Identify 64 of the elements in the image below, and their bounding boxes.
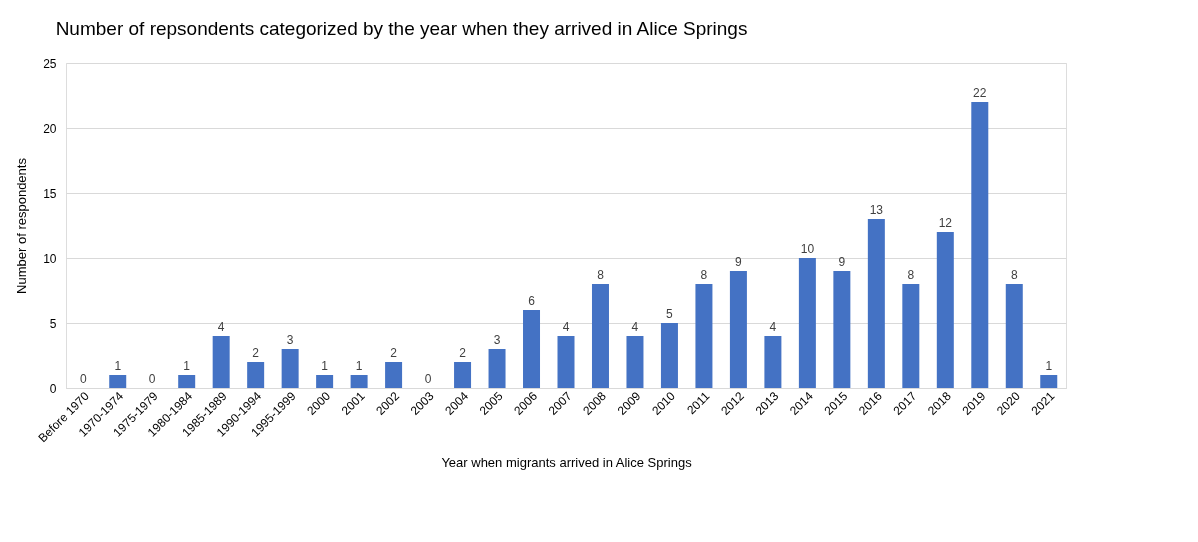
data-label: 8 <box>1010 268 1018 282</box>
data-label: 8 <box>700 268 708 282</box>
bar <box>350 375 368 388</box>
chart-title: Number of repsondents categorized by the year when they arrived in Alice Springs <box>55 18 748 39</box>
data-label: 4 <box>217 320 225 334</box>
bar <box>281 349 299 388</box>
y-tick-label: 25 <box>43 56 57 71</box>
data-label: 8 <box>907 268 915 282</box>
data-label: 10 <box>800 242 815 256</box>
data-label: 2 <box>390 346 398 360</box>
data-label: 1 <box>1045 359 1053 373</box>
data-label: 0 <box>148 372 156 386</box>
bar <box>109 375 127 388</box>
data-label: 22 <box>973 86 987 100</box>
bar <box>212 336 230 388</box>
bar <box>798 258 816 388</box>
bar <box>488 349 506 388</box>
y-axis-title: Number of respondents <box>14 157 30 294</box>
bar <box>591 284 609 388</box>
data-label: 12 <box>938 216 953 230</box>
bar <box>626 336 644 388</box>
y-tick-label: 10 <box>43 251 57 266</box>
data-label: 6 <box>528 294 536 308</box>
bar <box>902 284 920 388</box>
data-label: 4 <box>631 320 639 334</box>
data-label: 1 <box>321 359 329 373</box>
bar <box>971 102 989 388</box>
data-label: 1 <box>183 359 191 373</box>
data-label: 9 <box>838 255 846 269</box>
data-label: 1 <box>114 359 122 373</box>
bar <box>454 362 472 388</box>
bar <box>247 362 265 388</box>
data-label: 0 <box>424 372 432 386</box>
bar <box>833 271 851 388</box>
data-label: 8 <box>597 268 605 282</box>
data-label: 0 <box>79 372 87 386</box>
bar <box>660 323 678 388</box>
bar <box>178 375 196 388</box>
data-label: 2 <box>252 346 260 360</box>
y-tick-label: 0 <box>49 381 57 396</box>
data-label: 13 <box>869 203 884 217</box>
data-label: 5 <box>666 307 674 321</box>
x-axis-title: Year when migrants arrived in Alice Springs <box>441 454 693 470</box>
y-tick-label: 15 <box>43 186 57 201</box>
bar <box>1040 375 1058 388</box>
bar <box>1005 284 1023 388</box>
data-label: 4 <box>769 320 777 334</box>
data-label: 1 <box>355 359 363 373</box>
bar <box>867 219 885 388</box>
y-tick-label: 5 <box>49 316 57 331</box>
bar <box>316 375 334 388</box>
data-label: 4 <box>562 320 570 334</box>
bar <box>523 310 541 388</box>
y-tick-label: 20 <box>43 121 57 136</box>
data-label: 9 <box>735 255 743 269</box>
data-label: 3 <box>286 333 294 347</box>
data-label: 2 <box>459 346 467 360</box>
bar <box>695 284 713 388</box>
bar <box>764 336 782 388</box>
bar <box>557 336 575 388</box>
bar <box>729 271 747 388</box>
bar <box>936 232 954 388</box>
bar <box>385 362 403 388</box>
data-label: 3 <box>493 333 501 347</box>
